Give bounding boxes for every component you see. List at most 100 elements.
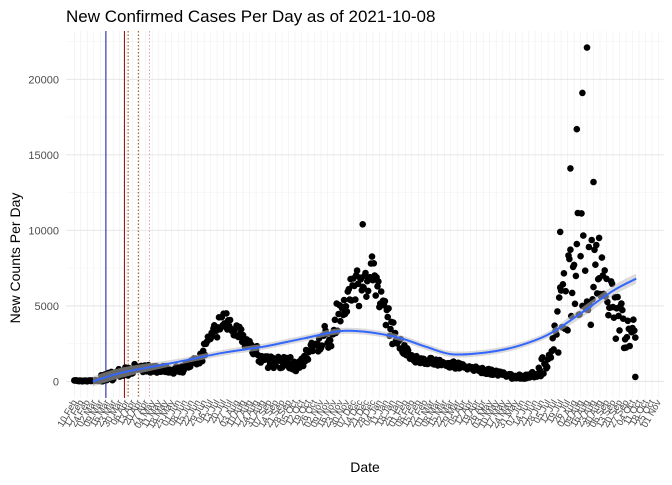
data-point xyxy=(327,342,335,350)
data-point xyxy=(372,292,380,299)
data-point xyxy=(237,326,245,333)
data-point xyxy=(387,325,394,333)
data-point xyxy=(562,287,569,295)
data-point xyxy=(226,316,234,324)
data-point xyxy=(573,240,581,248)
data-point xyxy=(360,284,367,291)
data-point xyxy=(370,260,378,267)
data-point xyxy=(631,327,638,334)
data-point xyxy=(304,356,312,363)
data-point xyxy=(567,246,574,253)
data-point xyxy=(624,317,632,325)
grid xyxy=(66,31,664,398)
smooth-trend xyxy=(92,273,637,387)
data-point xyxy=(539,354,546,361)
data-point xyxy=(623,333,631,341)
y-tick-label: 20000 xyxy=(28,74,59,86)
data-point xyxy=(614,293,621,301)
data-point xyxy=(381,297,389,305)
data-point xyxy=(352,296,359,303)
data-point xyxy=(287,354,294,361)
data-point xyxy=(359,221,367,228)
data-point xyxy=(326,337,334,344)
data-point xyxy=(632,373,639,381)
y-tick-label: 5000 xyxy=(35,301,59,313)
data-point xyxy=(213,334,221,341)
data-point xyxy=(554,308,561,315)
data-point xyxy=(590,178,597,186)
y-tick-label: 0 xyxy=(53,376,59,388)
data-point xyxy=(598,254,606,261)
data-point xyxy=(385,305,392,312)
data-point xyxy=(540,370,547,377)
data-point xyxy=(573,125,581,133)
data-point xyxy=(566,255,573,263)
data-point xyxy=(363,293,370,301)
chart-title: New Confirmed Cases Per Day as of 2021-1… xyxy=(66,7,435,26)
data-point xyxy=(567,165,574,172)
data-point xyxy=(583,44,591,51)
data-point xyxy=(564,327,571,334)
data-point xyxy=(547,354,555,361)
data-point xyxy=(375,278,382,285)
data-point xyxy=(577,252,584,260)
data-point xyxy=(605,311,612,319)
trend-confidence-band xyxy=(92,273,637,387)
data-point xyxy=(390,319,397,326)
data-point xyxy=(595,234,603,242)
data-point xyxy=(619,306,626,314)
data-point xyxy=(570,261,578,269)
data-point xyxy=(568,289,576,297)
data-point xyxy=(580,232,587,239)
data-point xyxy=(384,313,392,321)
data-point xyxy=(592,261,599,269)
data-point xyxy=(343,308,351,315)
data-point xyxy=(572,272,580,280)
data-point xyxy=(377,288,385,295)
y-axis-title: New Counts Per Day xyxy=(7,193,23,324)
data-point xyxy=(368,253,376,260)
data-point xyxy=(581,267,589,275)
data-point xyxy=(612,335,620,343)
y-axis-ticks: 0 5000 10000 15000 20000 xyxy=(28,74,59,388)
data-point xyxy=(632,334,639,341)
data-point xyxy=(630,316,637,324)
data-point xyxy=(353,267,361,274)
data-point xyxy=(587,321,595,329)
data-point xyxy=(340,296,348,304)
data-point xyxy=(585,243,593,251)
data-point xyxy=(555,349,562,356)
data-point xyxy=(362,269,369,277)
data-point xyxy=(626,342,633,350)
data-point xyxy=(331,316,339,324)
data-point xyxy=(337,317,344,325)
y-tick-label: 10000 xyxy=(28,225,59,237)
x-axis-title: Date xyxy=(350,459,380,475)
data-point xyxy=(590,283,597,291)
data-point xyxy=(364,287,372,295)
data-point xyxy=(618,300,625,307)
data-point xyxy=(556,228,564,236)
data-point xyxy=(543,363,551,371)
data-point xyxy=(309,347,316,355)
data-point xyxy=(593,241,600,249)
data-point xyxy=(560,270,568,277)
data-point xyxy=(616,327,623,334)
data-point xyxy=(223,310,230,317)
data-point xyxy=(578,210,585,217)
data-point xyxy=(579,89,586,97)
data-point xyxy=(355,302,363,310)
data-point xyxy=(559,281,567,288)
data-point xyxy=(382,321,390,329)
reference-lines xyxy=(105,31,150,398)
data-point xyxy=(571,300,579,308)
data-point xyxy=(318,342,326,349)
y-tick-label: 15000 xyxy=(28,150,59,162)
data-point xyxy=(601,267,608,274)
data-point xyxy=(588,236,595,244)
data-point xyxy=(555,294,563,301)
trend-line xyxy=(92,277,637,383)
